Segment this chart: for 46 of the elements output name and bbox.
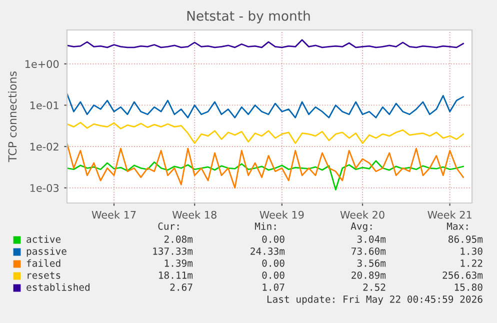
text: Cur: xyxy=(158,222,179,230)
text: 1.07 xyxy=(262,283,284,291)
x-tick-label: Week 20 xyxy=(340,210,384,219)
legend-label: established xyxy=(26,283,90,291)
x-tick-label: Week 17 xyxy=(92,210,136,219)
legend-label: passive xyxy=(26,247,66,257)
x-tick-label: Week 21 xyxy=(428,210,472,219)
line-series xyxy=(67,92,464,118)
y-tick-label: 1e-01 xyxy=(30,101,58,110)
y-tick-label: 1e+00 xyxy=(25,60,59,68)
line-series xyxy=(67,160,464,190)
legend-label: resets xyxy=(28,272,60,279)
text: 24.33m xyxy=(250,247,285,255)
text: 3.56m xyxy=(357,259,386,267)
text: 3.04m xyxy=(357,235,386,243)
x-tick-label: Week 19 xyxy=(260,210,304,219)
text: Min: xyxy=(254,222,276,230)
text: Last update: Fri May 22 00:45:59 2026 xyxy=(267,295,482,305)
text: 2.52 xyxy=(363,283,386,291)
text: 73.60m xyxy=(352,247,386,255)
text: 2.08m xyxy=(164,235,193,243)
text: 0.00 xyxy=(262,235,284,243)
line-series xyxy=(67,39,464,48)
chart-title: Netstat - by month xyxy=(187,10,310,24)
y-tick-label: 1e-02 xyxy=(30,142,58,151)
text: 15.80 xyxy=(454,283,482,291)
text: 18.11m xyxy=(159,271,193,279)
line-series xyxy=(67,142,464,189)
text: 86.95m xyxy=(448,235,483,243)
y-axis-title: TCP connections xyxy=(8,71,17,162)
legend-label: active xyxy=(26,235,61,243)
y-tick-label: 1e-03 xyxy=(30,184,59,192)
line-series xyxy=(67,122,464,144)
text: 20.89m xyxy=(352,271,386,279)
text: 2.67 xyxy=(170,283,192,291)
text: 137.33m xyxy=(153,247,193,255)
text: 0.00 xyxy=(262,259,284,267)
text: 256.63m xyxy=(442,271,483,279)
legend-label: failed xyxy=(26,259,60,267)
text: Max: xyxy=(446,222,468,230)
x-tick-label: Week 18 xyxy=(172,210,216,219)
text: 1.30 xyxy=(460,247,482,255)
text: 1.39m xyxy=(164,259,193,267)
text: Avg: xyxy=(350,222,372,232)
text: 1.22 xyxy=(460,259,482,267)
text: 0.00 xyxy=(262,271,284,279)
